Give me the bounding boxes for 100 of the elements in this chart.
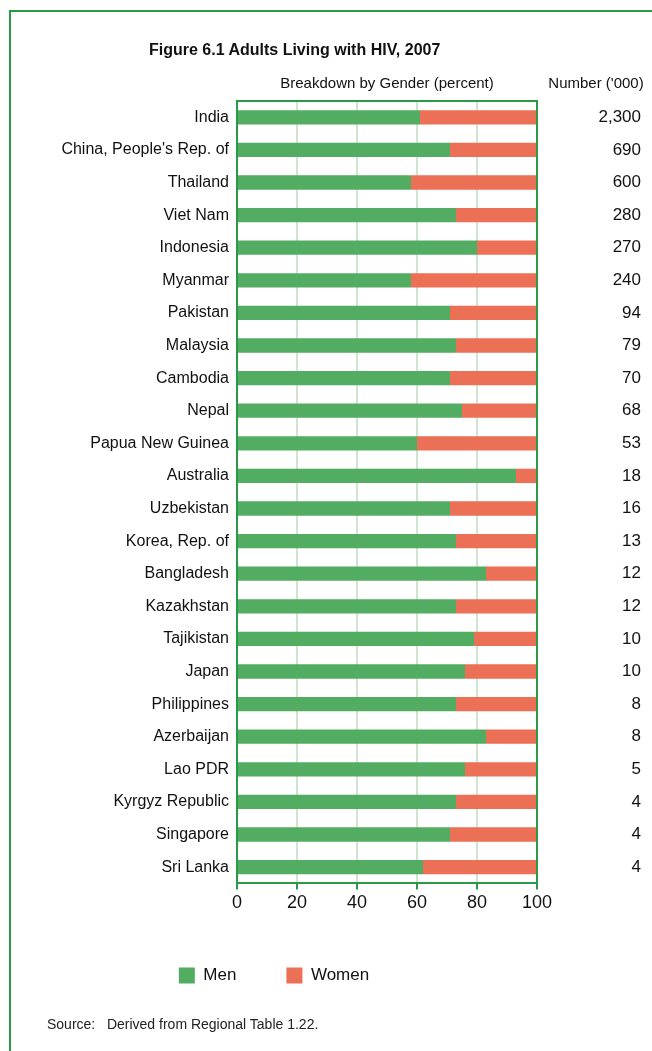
bar: [238, 599, 456, 614]
bar: [450, 501, 537, 516]
y-tick-label: Singapore: [156, 824, 230, 842]
bar: [456, 207, 537, 223]
bar: [238, 207, 456, 223]
text: 4: [631, 824, 641, 844]
bar: [238, 501, 450, 516]
bar: [238, 631, 474, 647]
y-tick-label: Indonesia: [159, 238, 230, 256]
y-tick-label: Japan: [185, 661, 229, 679]
text: 600: [612, 172, 641, 192]
bar: [238, 403, 462, 418]
bar: [238, 468, 516, 484]
text: 4: [631, 856, 641, 876]
bar: [238, 827, 450, 842]
bar: [423, 859, 537, 875]
bar: [486, 729, 537, 744]
y-tick-label: Sri Lanka: [161, 857, 230, 875]
bar: [238, 664, 465, 679]
bar: [411, 273, 537, 288]
x-tick-label: 20: [286, 892, 308, 913]
x-tick-label: 80: [466, 892, 488, 913]
source-note: Source: Derived from Regional Table 1.22.: [47, 1016, 319, 1032]
bar: [486, 566, 537, 581]
bar: [450, 827, 537, 842]
text: 94: [622, 302, 641, 322]
y-tick-label: Pakistan: [167, 303, 229, 321]
y-tick-label: Malaysia: [165, 335, 230, 353]
y2-axis-title: Number ('000): [548, 74, 644, 92]
y-tick-label: Kyrgyz Republic: [113, 792, 229, 810]
bar: [238, 436, 417, 451]
bar: [465, 664, 537, 679]
text: 12: [622, 563, 641, 583]
y-tick-label: India: [194, 107, 230, 125]
y-tick-label: Korea, Rep. of: [125, 531, 230, 549]
text: 4: [631, 791, 641, 811]
bar: [238, 142, 450, 158]
text: 280: [612, 204, 641, 224]
y-tick-label: Thailand: [167, 172, 229, 190]
x-tick-label: 0: [231, 892, 243, 913]
bar: [238, 273, 411, 288]
bar: [456, 338, 537, 353]
bar: [238, 338, 456, 353]
bar: [450, 370, 537, 386]
bar: [516, 468, 537, 484]
y-tick-label: Bangladesh: [144, 564, 229, 582]
bar: [238, 762, 465, 777]
bar: [417, 436, 537, 451]
x-tick-label: 100: [521, 892, 553, 913]
text: 690: [612, 139, 641, 159]
text: 8: [631, 693, 641, 713]
y-tick-label: Azerbaijan: [153, 727, 229, 745]
bar: [474, 631, 537, 647]
y-tick-label: Papua New Guinea: [90, 433, 230, 451]
text: 53: [622, 432, 641, 452]
bar: [477, 240, 537, 255]
bar: [456, 599, 537, 614]
text: 68: [622, 400, 641, 420]
y-tick-label: Viet Nam: [163, 205, 229, 223]
bar: [238, 370, 450, 386]
bar: [238, 110, 420, 125]
legend-label: Women: [310, 965, 370, 985]
text: 8: [631, 726, 641, 746]
y-tick-label: Kazakhstan: [145, 596, 229, 614]
y-tick-label: Australia: [166, 466, 230, 484]
bar: [238, 794, 456, 810]
bar: [238, 533, 456, 549]
text: 240: [612, 269, 641, 289]
y-tick-label: Nepal: [187, 401, 229, 419]
bar: [411, 175, 537, 190]
bar: [238, 859, 423, 875]
text: 16: [622, 498, 641, 518]
text: 10: [622, 628, 641, 648]
text: 70: [622, 367, 641, 387]
bar: [238, 240, 477, 255]
bar: [238, 175, 411, 190]
bar: [450, 142, 537, 158]
bar: [420, 110, 537, 125]
text: 79: [622, 335, 641, 355]
text: 10: [622, 661, 641, 681]
x-axis-title: Breakdown by Gender (percent): [280, 74, 494, 92]
y-tick-label: China, People's Rep. of: [61, 140, 230, 158]
bar: [238, 696, 456, 712]
bar: [456, 794, 537, 810]
text: 2,300: [598, 106, 641, 126]
text: 18: [622, 465, 641, 485]
text: 270: [612, 237, 641, 257]
legend-label: Men: [203, 965, 237, 985]
y-tick-label: Lao PDR: [164, 759, 229, 777]
x-tick-label: 60: [406, 892, 428, 913]
bar: [456, 533, 537, 549]
text: 12: [622, 595, 641, 615]
text: 5: [631, 758, 641, 778]
bar: [238, 729, 486, 744]
bar: [462, 403, 537, 418]
bar: [456, 696, 537, 712]
y-tick-label: Uzbekistan: [149, 498, 229, 516]
y-tick-label: Tajikistan: [163, 629, 229, 647]
bar: [238, 566, 486, 581]
bar: [465, 762, 537, 777]
